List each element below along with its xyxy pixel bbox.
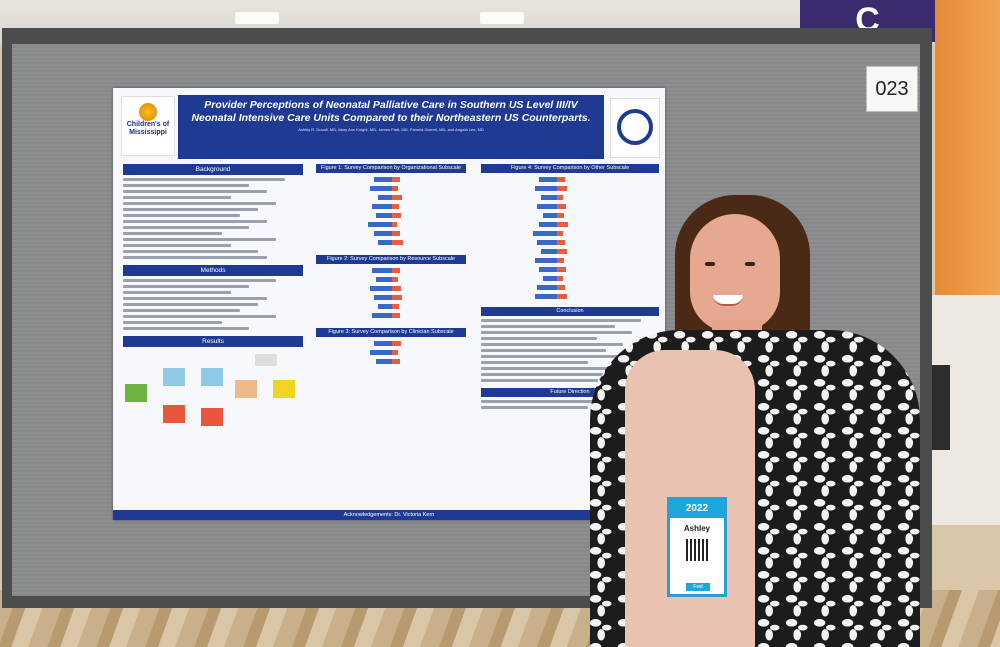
research-poster: Children's of Mississippi Provider Perce… <box>113 88 665 520</box>
smile <box>713 295 743 306</box>
ceiling-light <box>480 12 524 24</box>
figure-heading: Figure 2: Survey Comparison by Resource … <box>316 255 466 264</box>
section-heading: Background <box>123 164 303 175</box>
section-heading: Results <box>123 336 303 347</box>
poster-right-column: Figure 4: Survey Comparison by Other Sub… <box>481 164 659 412</box>
hospital-logo: Children's of Mississippi <box>121 96 175 156</box>
poster-authors: Ashley R. Duvall, MD, Mary Ann Knight, M… <box>298 127 484 132</box>
poster-header: Provider Perceptions of Neonatal Palliat… <box>178 95 604 159</box>
logo-text: Children's of Mississippi <box>126 121 170 136</box>
qr-code-icon <box>686 539 708 561</box>
seal-icon <box>617 109 653 145</box>
poster-middle-column: Figure 1: Survey Comparison by Organizat… <box>316 164 466 368</box>
figure-heading: Figure 3: Survey Comparison by Clinician… <box>316 328 466 337</box>
badge-name: Ashley <box>683 524 711 533</box>
sun-logo-icon <box>139 103 157 121</box>
results-flowchart <box>123 350 303 440</box>
poster-footer: Acknowledgements: Dr. Victoria Kern <box>113 510 665 520</box>
left-eye <box>705 262 715 266</box>
orange-wall <box>935 0 1000 300</box>
board-number: 023 <box>866 66 918 112</box>
person-face <box>690 214 780 332</box>
poster-title: Provider Perceptions of Neonatal Palliat… <box>191 99 591 124</box>
university-seal <box>610 98 660 158</box>
poster-left-column: Background Methods Results <box>123 164 303 440</box>
ceiling-light <box>235 12 279 24</box>
name-badge: 2022 Ashley Fwd <box>667 497 727 597</box>
future-direction-heading: Future Direction <box>481 388 659 397</box>
section-heading: Methods <box>123 265 303 276</box>
right-eye <box>745 262 755 266</box>
figure-heading: Figure 1: Survey Comparison by Organizat… <box>316 164 466 173</box>
badge-year: 2022 <box>670 500 724 518</box>
figure-heading: Figure 4: Survey Comparison by Other Sub… <box>481 164 659 173</box>
badge-tag: Fwd <box>686 583 710 591</box>
conclusion-heading: Conclusion <box>481 307 659 316</box>
